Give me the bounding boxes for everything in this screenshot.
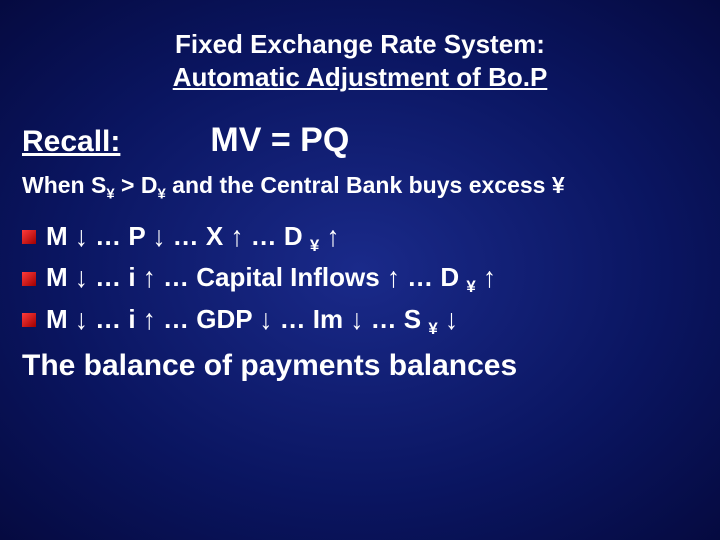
bullet-square-icon [22,230,36,244]
arrow-up-icon: ↑ [230,215,243,258]
bullet-text: M [46,221,75,251]
bullet-square-icon [22,272,36,286]
title-line-2: Automatic Adjustment of Bo.P [22,61,698,94]
arrow-down-icon: ↓ [152,215,165,258]
arrow-down-icon: ↓ [75,298,88,341]
bullet-text: … D [400,262,466,292]
bullet-item: M ↓ … i ↑ … Capital Inflows ↑ … D ¥ ↑ [22,258,698,300]
bullet-text: … P [88,221,153,251]
when-condition: When S¥ > D¥ and the Central Bank buys e… [22,172,698,203]
conclusion: The balance of payments balances [22,349,698,383]
bullet-text: M [46,304,75,334]
arrow-up-icon: ↑ [143,256,156,299]
bullet-square-icon [22,313,36,327]
bullet-text: … Capital Inflows [156,262,387,292]
recall-row: Recall: MV = PQ [22,121,698,160]
bullet-text: … X [165,221,230,251]
title-line-1: Fixed Exchange Rate System: [22,28,698,61]
when-sub2: ¥ [157,186,165,203]
arrow-up-icon: ↑ [143,298,156,341]
arrow-down-icon: ↓ [75,215,88,258]
bullet-item: M ↓ … i ↑ … GDP ↓ … Im ↓ … S ¥ ↓ [22,300,698,342]
bullet-list: M ↓ … P ↓ … X ↑ … D ¥ ↑M ↓ … i ↑ … Capit… [22,217,698,342]
arrow-down-icon: ↓ [350,298,363,341]
bullet-text: … GDP [156,304,260,334]
bullet-text [319,221,326,251]
bullet-text: … i [88,262,143,292]
bullet-content: M ↓ … P ↓ … X ↑ … D ¥ ↑ [46,217,340,259]
bullet-text: M [46,262,75,292]
when-mid: > D [115,172,158,198]
bullet-text: … i [88,304,143,334]
recall-label: Recall: [22,125,120,159]
when-sub1: ¥ [106,186,114,203]
arrow-down-icon: ↓ [259,298,272,341]
arrow-up-icon: ↑ [327,215,340,258]
subscript: ¥ [466,277,475,296]
bullet-text: … S [363,304,428,334]
subscript: ¥ [428,319,437,338]
equation: MV = PQ [210,121,349,160]
arrow-down-icon: ↓ [445,298,458,341]
bullet-text [438,304,445,334]
arrow-up-icon: ↑ [483,256,496,299]
slide-title: Fixed Exchange Rate System: Automatic Ad… [22,28,698,93]
bullet-item: M ↓ … P ↓ … X ↑ … D ¥ ↑ [22,217,698,259]
subscript: ¥ [310,236,319,255]
bullet-text [476,262,483,292]
when-suffix: and the Central Bank buys excess ¥ [166,172,565,198]
bullet-content: M ↓ … i ↑ … Capital Inflows ↑ … D ¥ ↑ [46,258,496,300]
when-prefix: When S [22,172,106,198]
bullet-content: M ↓ … i ↑ … GDP ↓ … Im ↓ … S ¥ ↓ [46,300,458,342]
bullet-text: … D [243,221,309,251]
bullet-text: … Im [272,304,350,334]
arrow-up-icon: ↑ [387,256,400,299]
arrow-down-icon: ↓ [75,256,88,299]
